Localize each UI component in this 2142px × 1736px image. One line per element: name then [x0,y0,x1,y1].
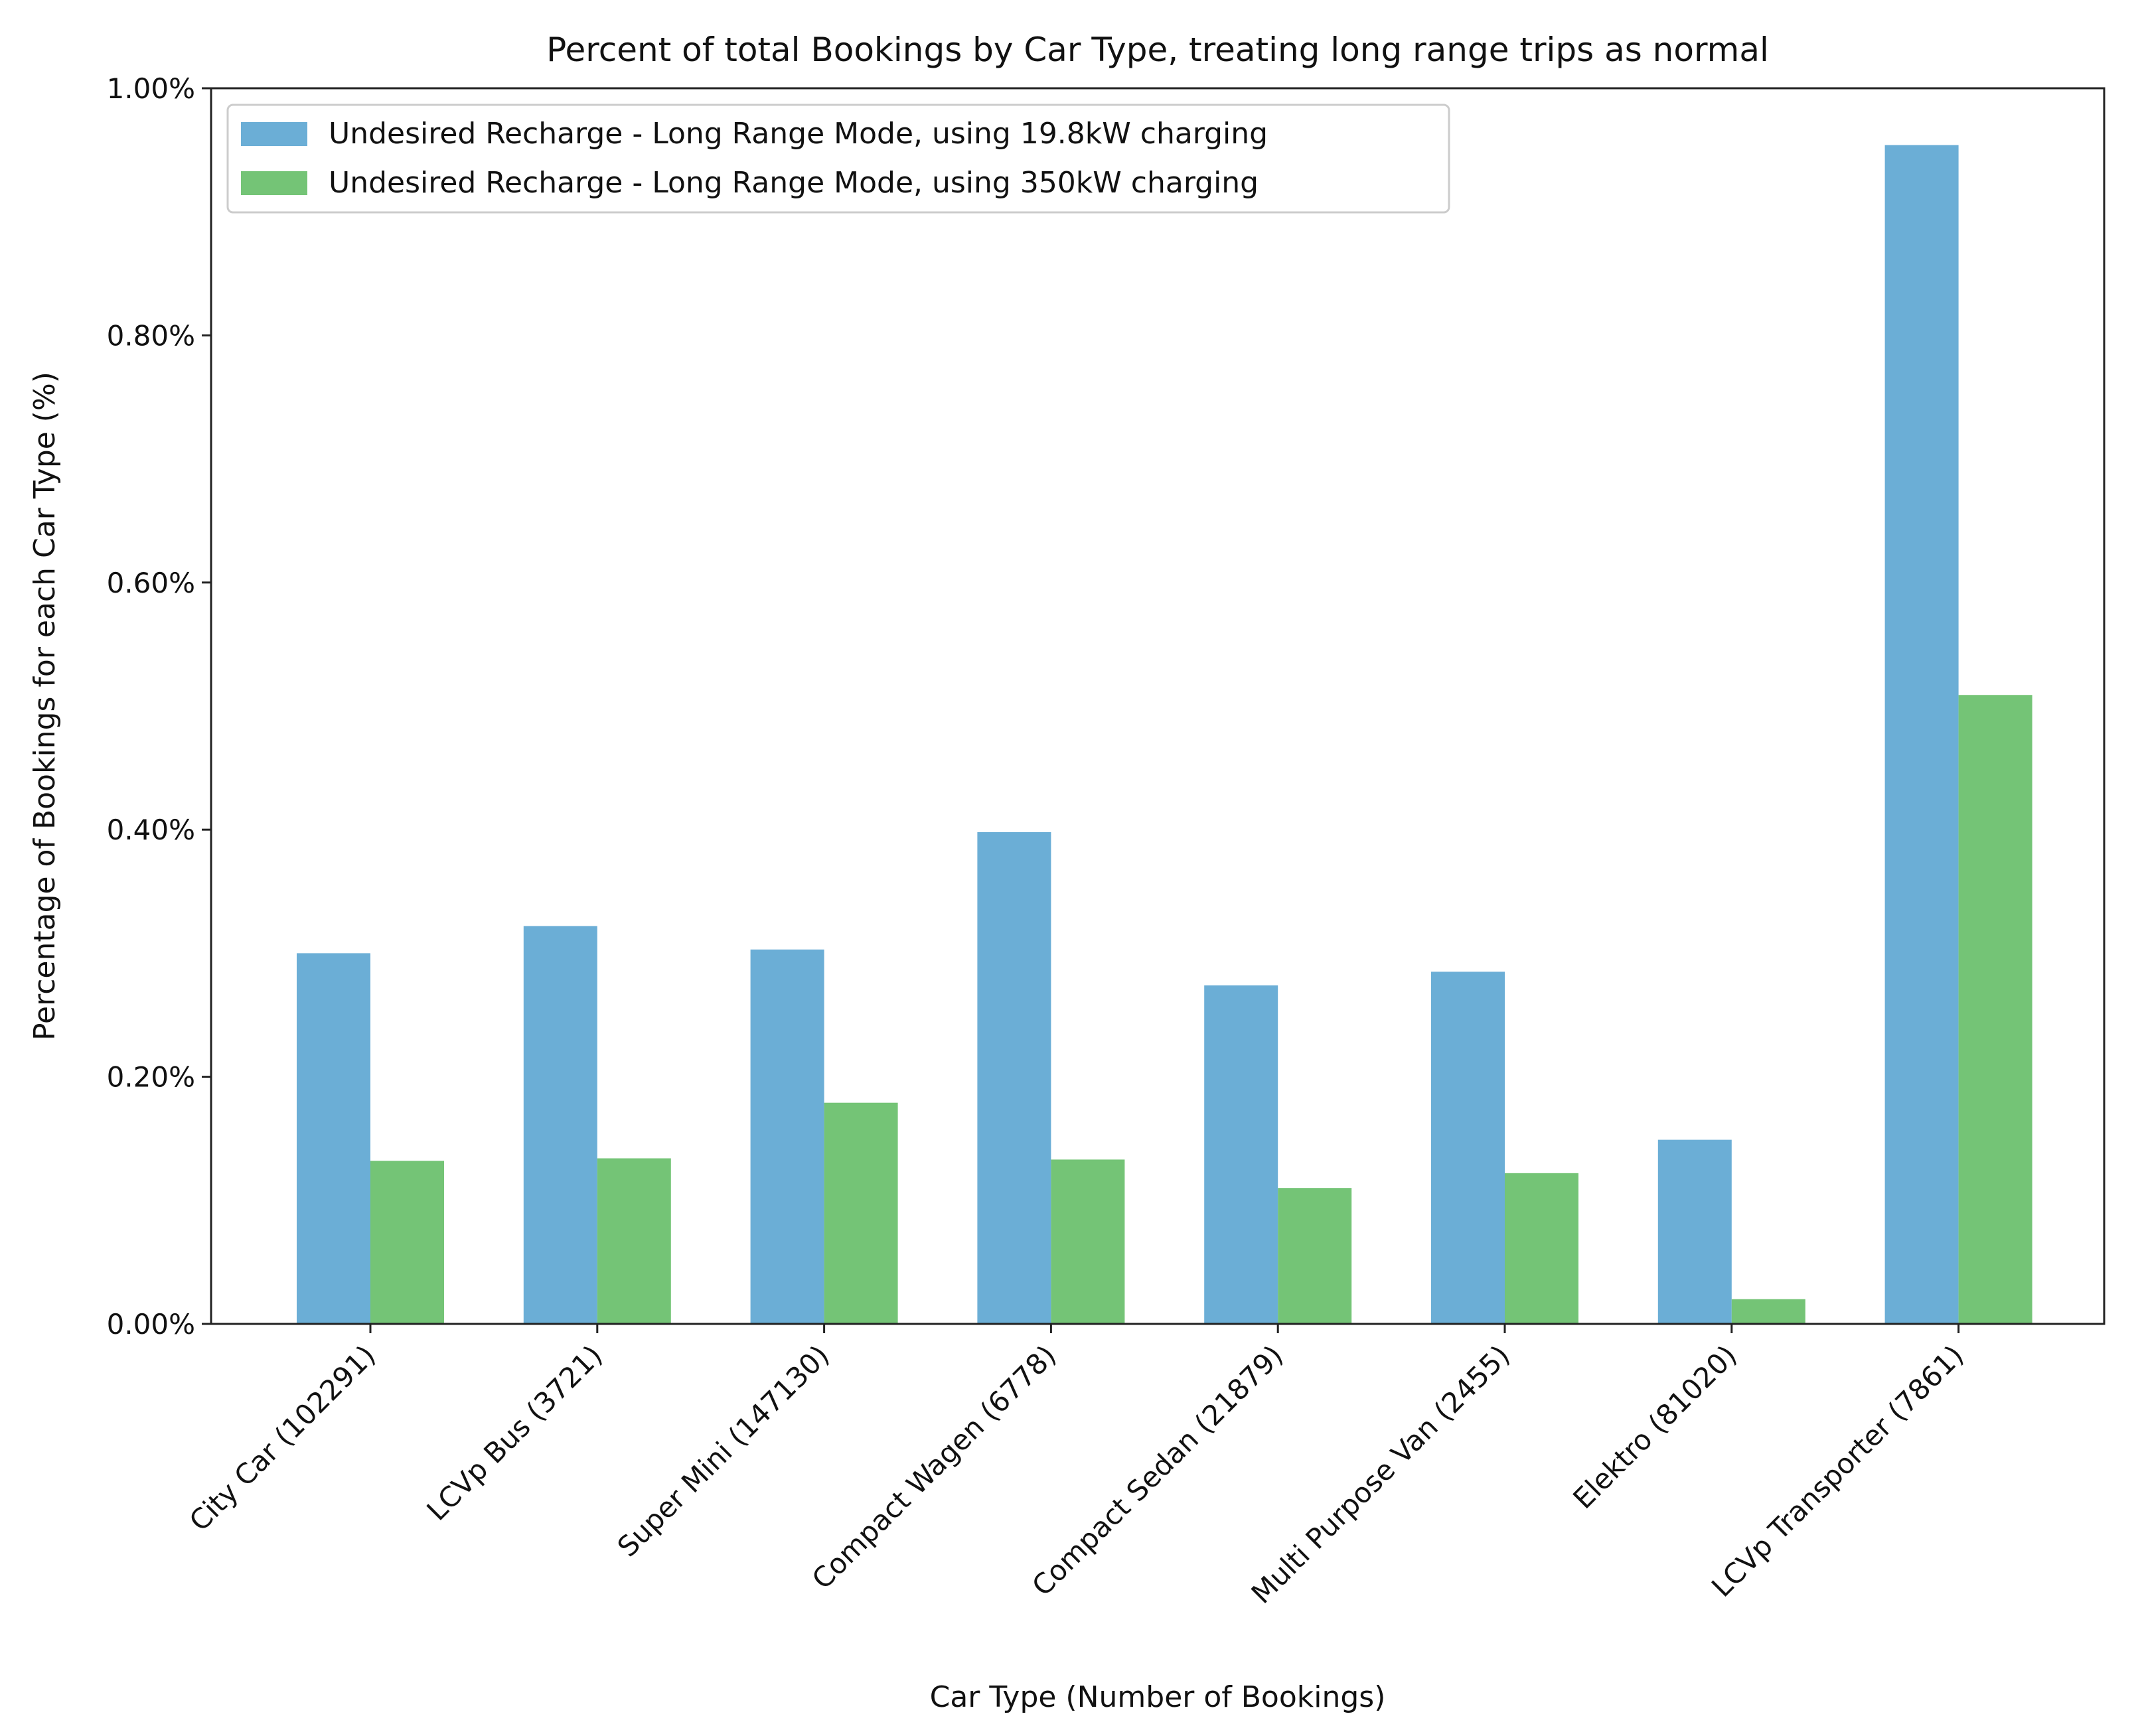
legend: Undesired Recharge - Long Range Mode, us… [226,104,1450,214]
bar-series-1-4 [977,832,1051,1324]
legend-swatch [241,171,307,195]
bar-series-1-5 [1204,985,1278,1324]
y-tick-label: 0.40% [107,814,195,846]
y-tick-label: 0.20% [107,1061,195,1094]
bar-series-1-1 [297,953,370,1324]
y-tick-label: 1.00% [107,72,195,105]
y-tick-label: 0.80% [107,319,195,352]
bar-series-2-3 [824,1102,898,1324]
bar-series-2-5 [1278,1188,1352,1324]
bar-series-2-8 [1958,695,2032,1324]
bar-series-2-2 [597,1158,671,1324]
plot-frame [210,87,2105,1325]
chart-title: Percent of total Bookings by Car Type, t… [546,31,1769,69]
y-axis: 0.00% 0.20% 0.40% 0.60% 0.80% 1.00% [107,72,211,1340]
bar-series-1-8 [1884,145,1959,1325]
legend-label: Undesired Recharge - Long Range Mode, us… [329,166,1259,200]
legend-swatch [241,122,307,146]
bars-group [297,145,2032,1325]
y-tick-label: 0.60% [107,567,195,599]
legend-box [226,104,1450,214]
bar-series-2-7 [1731,1299,1805,1324]
bar-series-2-6 [1505,1173,1578,1324]
bar-series-1-2 [523,926,597,1324]
x-axis-label: Car Type (Number of Bookings) [930,1680,1386,1714]
bar-series-1-6 [1431,972,1505,1324]
bar-series-1-3 [750,949,824,1324]
bar-series-1-7 [1657,1139,1732,1324]
legend-label: Undesired Recharge - Long Range Mode, us… [329,117,1268,151]
bar-series-2-4 [1051,1159,1125,1324]
y-tick-label: 0.00% [107,1308,195,1340]
bar-series-2-1 [370,1161,444,1324]
y-axis-label: Percentage of Bookings for each Car Type… [28,372,62,1041]
